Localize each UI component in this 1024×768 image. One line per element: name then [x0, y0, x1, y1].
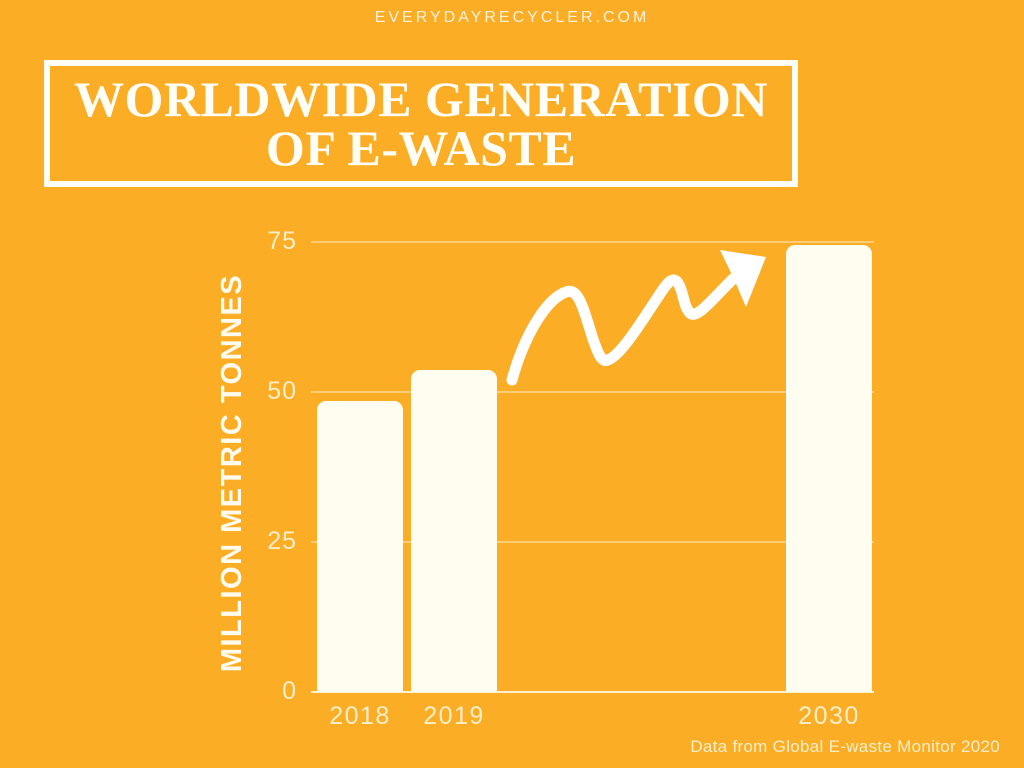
data-source-note: Data from Global E-waste Monitor 2020 [690, 737, 1000, 756]
gridline-25 [311, 541, 874, 543]
y-tick-label: 0 [282, 677, 297, 705]
gridline-0 [311, 691, 874, 693]
gridline-75 [311, 241, 874, 243]
x-tick-label: 2030 [798, 702, 860, 730]
x-tick-label: 2019 [423, 702, 485, 730]
site-banner: EVERYDAYRECYCLER.COM [374, 9, 650, 26]
bar-2018 [317, 401, 403, 692]
y-axis-title: MILLION METRIC TONNES [216, 273, 248, 673]
x-tick-label: 2018 [329, 702, 391, 730]
bar-2019 [411, 370, 497, 692]
y-tick-label: 75 [267, 227, 297, 255]
y-tick-label: 50 [267, 377, 297, 405]
y-tick-label: 25 [267, 527, 297, 555]
title-box: WORLDWIDE GENERATION OF E-WASTE [44, 60, 798, 187]
page-title-line2: OF E-WASTE [265, 119, 577, 176]
gridline-50 [311, 391, 874, 393]
bar-2030 [786, 245, 872, 692]
page-title-line1: WORLDWIDE GENERATION [74, 70, 768, 127]
